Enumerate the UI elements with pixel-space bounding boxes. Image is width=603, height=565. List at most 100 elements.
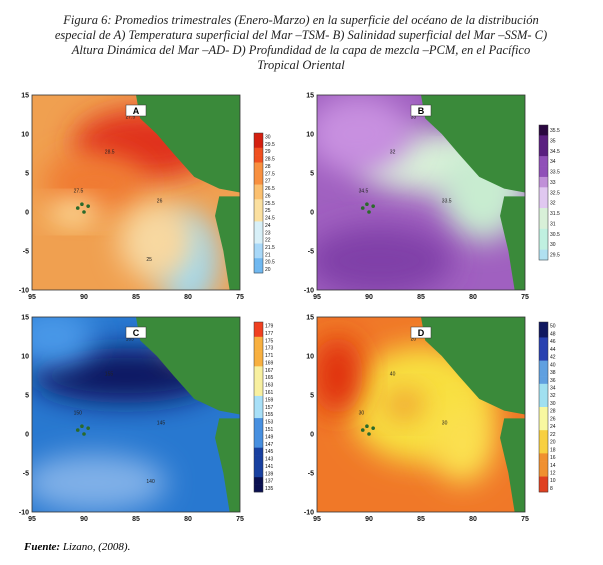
y-tick-label: -10 [19, 510, 29, 517]
colorbar-cell [539, 484, 548, 493]
y-tick-label: -5 [23, 471, 29, 478]
colorbar-label: 163 [265, 383, 274, 389]
colorbar-cell [254, 462, 263, 471]
panel-label: A [133, 106, 140, 116]
contour-label: 40 [390, 372, 396, 378]
colorbar-cell [539, 187, 548, 198]
y-tick-label: 10 [306, 132, 314, 139]
island [75, 206, 80, 210]
colorbar-label: 177 [265, 331, 274, 337]
colorbar-cell [539, 453, 548, 462]
y-tick-label: -10 [304, 288, 314, 295]
field-blob [32, 453, 168, 512]
map-field [32, 317, 240, 512]
colorbar-label: 141 [265, 464, 274, 470]
island [371, 204, 375, 208]
field-blob [317, 336, 363, 415]
colorbar-label: 20 [550, 440, 556, 446]
colorbar-label: 167 [265, 368, 274, 374]
contour-label: 25 [146, 257, 152, 263]
colorbar-cell [539, 430, 548, 439]
y-tick-label: 5 [310, 393, 314, 400]
contour-label: 32 [390, 150, 396, 156]
contour-label: 140 [146, 479, 155, 485]
map-field [317, 95, 525, 290]
colorbar-cell [254, 155, 263, 163]
x-tick-label: 85 [132, 294, 140, 301]
contour-label: 165 [126, 336, 135, 342]
colorbar-cell [254, 206, 263, 215]
colorbar-cell [539, 145, 548, 157]
colorbar-label: 30.5 [550, 232, 560, 238]
colorbar-cell [254, 322, 263, 330]
contour-label: 33 [411, 114, 417, 120]
colorbar-label: 28.5 [265, 157, 275, 163]
land [421, 317, 525, 415]
x-tick-label: 80 [184, 294, 192, 301]
colorbar-label: 21 [265, 252, 271, 258]
colorbar-label: 28 [265, 164, 271, 170]
island [365, 424, 369, 429]
panel-label-box [125, 104, 147, 117]
colorbar-label: 21.5 [265, 245, 275, 251]
colorbar-label: 48 [550, 331, 556, 337]
colorbar-cell [254, 484, 263, 493]
land [215, 196, 240, 290]
colorbar-label: 36 [550, 378, 556, 384]
land [136, 95, 240, 193]
island [82, 210, 86, 214]
y-tick-label: -10 [19, 288, 29, 295]
y-tick-label: 10 [21, 132, 29, 139]
colorbar-cell [539, 376, 548, 385]
colorbar-label: 44 [550, 347, 556, 353]
colorbar-label: 29.5 [550, 253, 560, 259]
y-tick-label: 10 [21, 354, 29, 361]
colorbar-label: 161 [265, 390, 274, 396]
colorbar-cell [539, 197, 548, 209]
colorbar-label: 24 [265, 223, 271, 229]
colorbar-label: 30 [550, 242, 556, 248]
panel-label-box [410, 104, 432, 117]
panel-label-box [410, 326, 432, 339]
colorbar-label: 40 [550, 362, 556, 368]
map-frame [31, 94, 241, 291]
land [500, 418, 525, 512]
map-frame [31, 316, 241, 513]
colorbar-label: 34.5 [550, 149, 560, 155]
y-tick-label: 0 [25, 432, 29, 439]
y-tick-label: -10 [304, 510, 314, 517]
colorbar-cell [539, 383, 548, 392]
colorbar-label: 26.5 [265, 186, 275, 192]
colorbar-cell [254, 358, 263, 367]
caption-line: Altura Dinámica del Mar –AD- D) Profundi… [71, 43, 530, 57]
colorbar-label: 135 [265, 486, 274, 492]
land [421, 95, 525, 193]
contour-label: 28.5 [105, 150, 115, 156]
colorbar-cell [254, 477, 263, 485]
colorbar-cell [254, 140, 263, 149]
colorbar-cell [254, 410, 263, 419]
y-tick-label: 15 [21, 315, 29, 322]
colorbar-cell [539, 208, 548, 219]
colorbar-cell [254, 177, 263, 185]
colorbar-cell [539, 125, 548, 136]
colorbar-cell [254, 373, 263, 382]
x-tick-label: 85 [132, 516, 140, 523]
colorbar-cell [254, 395, 263, 404]
contour-label: 150 [74, 411, 83, 417]
colorbar-cell [254, 418, 263, 426]
contour-label: 30 [359, 411, 365, 417]
x-tick-label: 90 [365, 516, 373, 523]
colorbar-label: 159 [265, 397, 274, 403]
colorbar-label: 145 [265, 449, 274, 455]
colorbar-cell [254, 228, 263, 237]
x-tick-label: 75 [521, 294, 529, 301]
x-tick-label: 80 [184, 516, 192, 523]
caption-line: Figura 6: Promedios trimestrales (Enero-… [62, 13, 538, 27]
colorbar-cell [254, 191, 263, 200]
land [500, 196, 525, 290]
x-tick-label: 95 [313, 516, 321, 523]
colorbar-label: 14 [550, 463, 556, 469]
